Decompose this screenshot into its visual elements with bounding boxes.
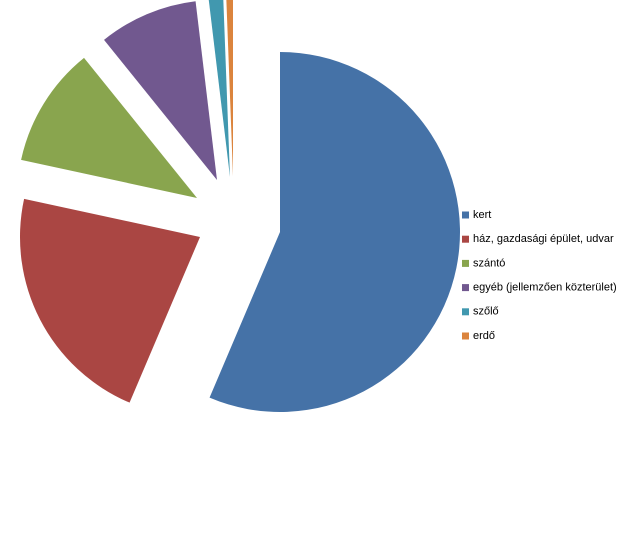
legend-label: egyéb (jellemzően közterület) [473,282,617,294]
legend-label: szőlő [473,306,499,318]
legend-swatch [462,259,469,267]
legend-swatch [462,211,469,219]
legend-label: erdő [473,330,495,342]
pie-slice [104,1,217,181]
legend-swatch [462,284,469,292]
pie-slice [226,0,233,176]
legend-swatch [462,332,469,340]
pie-slice [209,52,460,412]
legend-swatch [462,235,469,243]
pie-slice [21,57,198,198]
pie-slice [19,198,200,403]
legend-label: ház, gazdasági épület, udvar [473,233,614,245]
pie-slice [208,0,230,177]
legend-label: szántó [473,257,505,269]
legend-label: kert [473,209,491,221]
legend-swatch [462,308,469,316]
